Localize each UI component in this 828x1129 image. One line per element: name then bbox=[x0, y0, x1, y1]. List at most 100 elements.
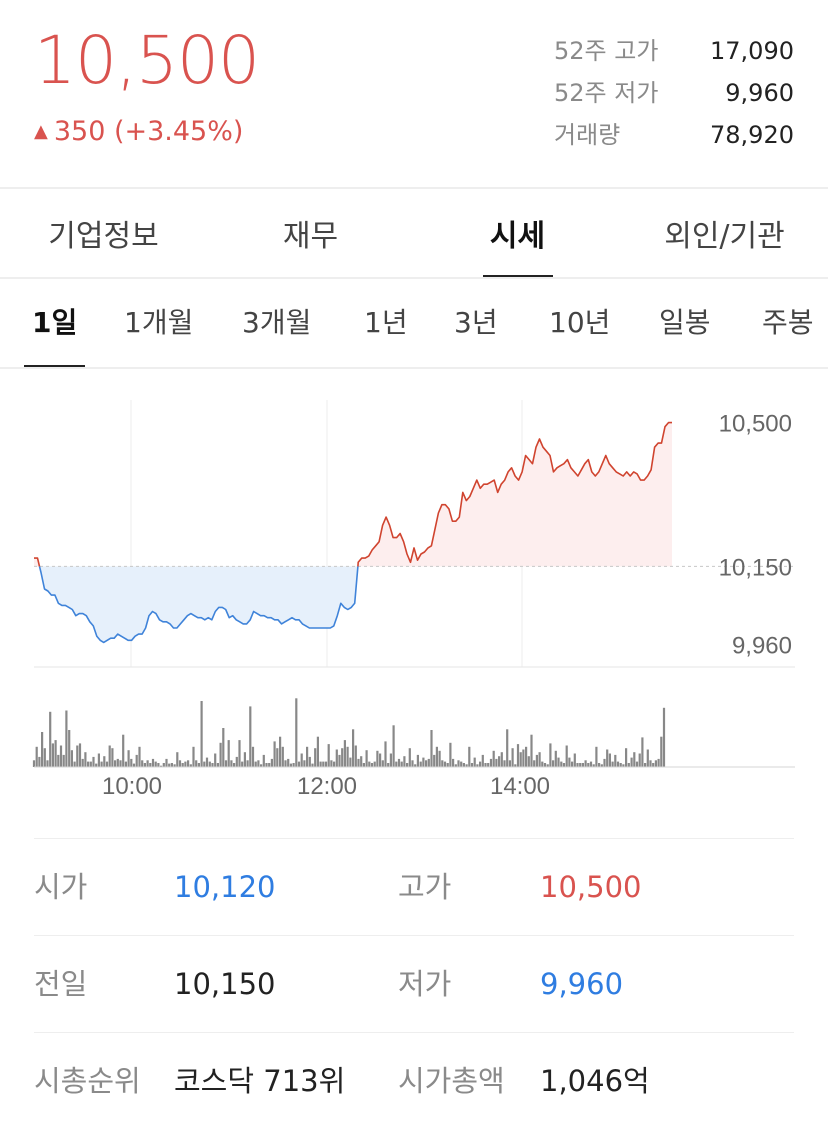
volume-bar bbox=[508, 760, 511, 767]
period-1m[interactable]: 1개월 bbox=[124, 306, 194, 339]
tab-foreign-institution[interactable]: 외인/기관 bbox=[664, 219, 785, 254]
volume-bar bbox=[511, 748, 514, 767]
volume-bar bbox=[149, 763, 152, 767]
volume-bar bbox=[205, 757, 209, 767]
volume-bar bbox=[638, 753, 641, 767]
up-arrow-icon: ▲ bbox=[34, 121, 48, 142]
period-1d[interactable]: 1일 bbox=[23, 279, 86, 368]
volume-bar bbox=[246, 760, 249, 767]
volume-bar bbox=[362, 763, 365, 767]
intraday-chart[interactable]: 10,500 10,150 9,960 10:00 12:00 14:00 bbox=[0, 370, 828, 810]
volume-bar bbox=[103, 756, 106, 767]
price-change: ▲ 350 (+3.45%) bbox=[34, 118, 243, 145]
volume-bar bbox=[519, 752, 522, 767]
market-cap-label: 시가총액 bbox=[398, 1064, 505, 1098]
volume-bar bbox=[552, 760, 555, 767]
volume-bar bbox=[581, 763, 584, 767]
volume-bar bbox=[414, 764, 417, 767]
volume-bar bbox=[132, 763, 136, 767]
volume-bar bbox=[522, 749, 525, 767]
volume-bar bbox=[419, 761, 422, 767]
volume-bar bbox=[197, 763, 200, 767]
stat-label: 52주 저가 bbox=[554, 79, 659, 107]
volume-bar bbox=[641, 737, 644, 767]
volume-bar bbox=[168, 763, 171, 767]
volume-bar bbox=[114, 760, 117, 767]
volume-bar bbox=[425, 760, 428, 767]
volume-bar bbox=[289, 763, 292, 767]
volume-bar bbox=[633, 752, 636, 767]
volume-bar bbox=[324, 761, 328, 767]
prev-close-value: 10,150 bbox=[174, 967, 276, 1001]
period-daily-candle[interactable]: 일봉 bbox=[659, 306, 711, 339]
volume-bar bbox=[422, 757, 425, 767]
volume-bar bbox=[476, 764, 479, 767]
divider bbox=[0, 367, 828, 369]
volume-bar bbox=[151, 758, 155, 767]
volume-bar bbox=[416, 754, 419, 767]
volume-bar bbox=[346, 746, 349, 767]
volume-bar bbox=[316, 736, 319, 767]
market-cap-rank-label: 시총순위 bbox=[34, 1064, 141, 1098]
period-1y[interactable]: 1년 bbox=[364, 306, 408, 339]
volume-bar bbox=[97, 753, 100, 767]
period-3y[interactable]: 3년 bbox=[454, 306, 498, 339]
volume-bar bbox=[500, 752, 503, 767]
volume-bars bbox=[32, 698, 666, 767]
volume-bar bbox=[32, 760, 36, 767]
volume-bar bbox=[78, 743, 82, 767]
x-tick-label: 12:00 bbox=[297, 773, 357, 800]
volume-bar bbox=[657, 758, 660, 767]
volume-bar bbox=[397, 758, 401, 767]
volume-bar bbox=[389, 753, 392, 767]
volume-bar bbox=[192, 746, 195, 767]
volume-bar bbox=[170, 763, 173, 767]
divider bbox=[0, 277, 828, 279]
volume-bar bbox=[146, 760, 149, 767]
volume-bar bbox=[435, 746, 438, 767]
tab-company-info[interactable]: 기업정보 bbox=[48, 219, 159, 254]
volume-bar bbox=[176, 752, 179, 767]
volume-bar bbox=[600, 764, 603, 767]
volume-bar bbox=[541, 761, 544, 767]
volume-bar bbox=[195, 760, 198, 767]
volume-bar bbox=[200, 701, 203, 767]
volume-bar bbox=[349, 757, 352, 767]
stat-52w-low: 52주 저가 9,960 bbox=[554, 72, 794, 114]
tab-quotes[interactable]: 시세 bbox=[414, 189, 621, 278]
volume-bar bbox=[303, 760, 306, 767]
volume-bar bbox=[214, 753, 217, 767]
volume-bar bbox=[603, 758, 606, 767]
volume-bar bbox=[625, 748, 628, 767]
volume-bar bbox=[143, 763, 146, 767]
volume-bar bbox=[452, 758, 455, 767]
volume-bar bbox=[589, 761, 593, 767]
volume-bar bbox=[489, 758, 493, 767]
volume-bar bbox=[498, 756, 501, 767]
volume-bar bbox=[635, 761, 639, 767]
open-value: 10,120 bbox=[174, 870, 276, 904]
volume-bar bbox=[365, 750, 368, 767]
quote-summary: 시가 10,120 고가 10,500 전일 10,150 저가 9,960 시… bbox=[34, 838, 794, 1129]
volume-bar bbox=[327, 744, 330, 767]
period-3m[interactable]: 3개월 bbox=[242, 306, 312, 339]
volume-bar bbox=[160, 765, 163, 767]
volume-bar bbox=[292, 763, 295, 767]
period-weekly-candle[interactable]: 주봉 bbox=[762, 306, 814, 339]
volume-bar bbox=[65, 710, 68, 767]
price-line-up bbox=[357, 421, 672, 567]
volume-bar bbox=[606, 749, 609, 767]
volume-bar bbox=[233, 763, 236, 767]
volume-bar bbox=[352, 729, 355, 767]
volume-bar bbox=[187, 760, 190, 767]
tab-financials[interactable]: 재무 bbox=[282, 219, 339, 254]
high-value: 10,500 bbox=[540, 870, 642, 904]
volume-bar bbox=[392, 725, 395, 767]
volume-bar bbox=[300, 753, 303, 767]
volume-bar bbox=[384, 741, 387, 767]
volume-bar bbox=[208, 761, 211, 767]
volume-bar bbox=[343, 740, 346, 767]
volume-bar bbox=[433, 754, 436, 767]
period-10y[interactable]: 10년 bbox=[549, 306, 611, 339]
volume-bar bbox=[614, 754, 617, 767]
